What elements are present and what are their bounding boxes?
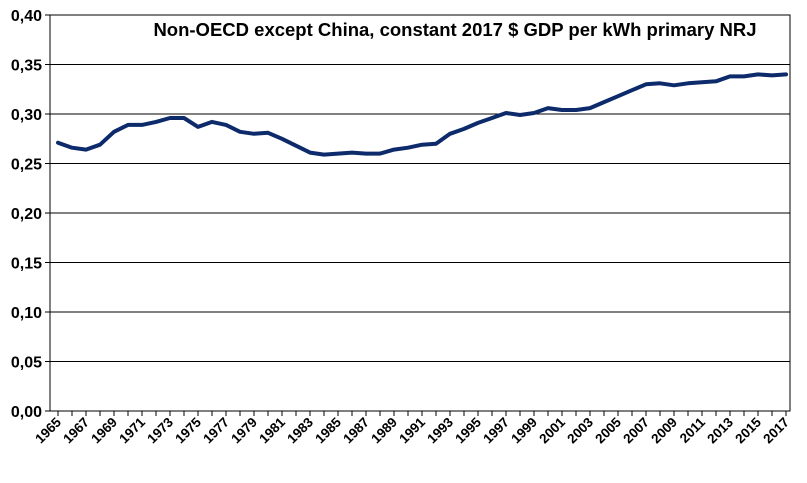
y-tick-label: 0,30	[11, 107, 42, 124]
x-tick-label: 2017	[760, 415, 792, 447]
x-tick-label: 1971	[116, 414, 148, 446]
x-tick-label: 1999	[508, 415, 540, 447]
y-tick-label: 0,15	[11, 256, 42, 273]
x-tick-label: 1983	[284, 414, 316, 446]
y-tick-label: 0,10	[11, 305, 42, 322]
y-tick-label: 0,25	[11, 157, 42, 174]
x-tick-label: 1975	[172, 414, 204, 446]
x-tick-label: 1973	[144, 414, 176, 446]
x-tick-label: 2003	[564, 414, 596, 446]
y-tick-label: 0,00	[11, 404, 42, 421]
x-tick-label: 1993	[424, 414, 456, 446]
x-tick-label: 1991	[396, 414, 428, 446]
x-tick-label: 1989	[368, 415, 400, 447]
x-tick-label: 1979	[228, 415, 260, 447]
y-tick-label: 0,05	[11, 355, 42, 372]
x-tick-label: 1967	[60, 415, 92, 447]
x-tick-label: 1981	[256, 414, 288, 446]
x-tick-label: 2009	[648, 415, 680, 447]
y-tick-label: 0,20	[11, 206, 42, 223]
x-tick-label: 2001	[536, 414, 568, 446]
x-tick-label: 1987	[340, 415, 372, 447]
x-tick-label: 1985	[312, 414, 344, 446]
x-tick-label: 2007	[620, 415, 652, 447]
x-tick-label: 1977	[200, 415, 232, 447]
x-tick-label: 1997	[480, 415, 512, 447]
x-tick-label: 2015	[732, 414, 764, 446]
x-tick-label: 1995	[452, 414, 484, 446]
x-tick-label: 2011	[677, 414, 709, 446]
chart-title: Non-OECD except China, constant 2017 $ G…	[130, 18, 780, 42]
x-tick-label: 2013	[704, 414, 736, 446]
y-tick-label: 0,40	[11, 8, 42, 25]
y-tick-label: 0,35	[11, 58, 42, 75]
x-tick-label: 2005	[592, 414, 624, 446]
x-tick-label: 1969	[88, 415, 120, 447]
